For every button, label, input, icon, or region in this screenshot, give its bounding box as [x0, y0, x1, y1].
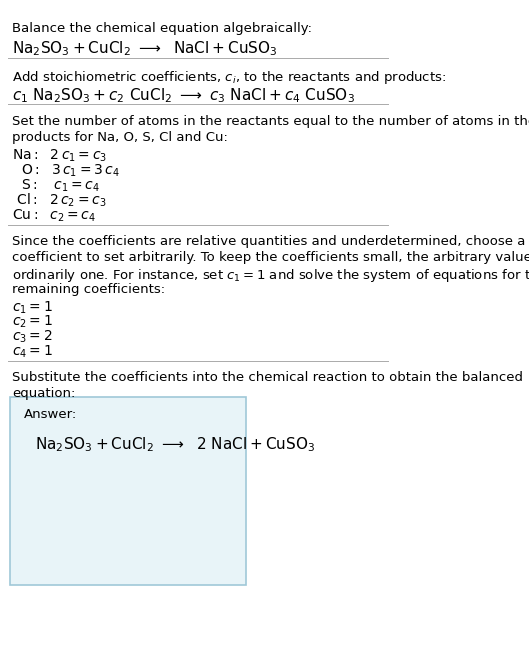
Text: $\mathrm{Cu{:}}\ \ c_2 = c_4$: $\mathrm{Cu{:}}\ \ c_2 = c_4$ [12, 207, 96, 224]
Text: Answer:: Answer: [23, 408, 77, 421]
Text: coefficient to set arbitrarily. To keep the coefficients small, the arbitrary va: coefficient to set arbitrarily. To keep … [12, 251, 529, 265]
Text: $c_4 = 1$: $c_4 = 1$ [12, 344, 53, 360]
Text: $c_1 = 1$: $c_1 = 1$ [12, 299, 53, 316]
Text: ordinarily one. For instance, set $c_1 = 1$ and solve the system of equations fo: ordinarily one. For instance, set $c_1 =… [12, 267, 529, 284]
Text: $\mathrm{Na_2SO_3 + CuCl_2 \ {\longrightarrow} \ \ 2\ NaCl + CuSO_3}$: $\mathrm{Na_2SO_3 + CuCl_2 \ {\longright… [35, 435, 315, 454]
Text: $\mathrm{Na{:}}\ \ 2\,c_1 = c_3$: $\mathrm{Na{:}}\ \ 2\,c_1 = c_3$ [12, 148, 107, 164]
Text: Set the number of atoms in the reactants equal to the number of atoms in the: Set the number of atoms in the reactants… [12, 115, 529, 128]
Text: equation:: equation: [12, 388, 75, 400]
FancyBboxPatch shape [10, 397, 246, 586]
Text: $\ \ \mathrm{S{:}}\ \ \ c_1 = c_4$: $\ \ \mathrm{S{:}}\ \ \ c_1 = c_4$ [12, 177, 100, 193]
Text: Substitute the coefficients into the chemical reaction to obtain the balanced: Substitute the coefficients into the che… [12, 371, 523, 384]
Text: $\ \mathrm{Cl{:}}\ \ 2\,c_2 = c_3$: $\ \mathrm{Cl{:}}\ \ 2\,c_2 = c_3$ [12, 192, 106, 210]
Text: Since the coefficients are relative quantities and underdetermined, choose a: Since the coefficients are relative quan… [12, 236, 525, 248]
Text: $\mathrm{Na_2SO_3 + CuCl_2 \ {\longrightarrow} \ \ NaCl + CuSO_3}$: $\mathrm{Na_2SO_3 + CuCl_2 \ {\longright… [12, 39, 278, 58]
Text: $c_1\ \mathrm{Na_2SO_3} + c_2\ \mathrm{CuCl_2 \ {\longrightarrow} \ }c_3\ \mathr: $c_1\ \mathrm{Na_2SO_3} + c_2\ \mathrm{C… [12, 87, 355, 105]
Text: $\ \ \mathrm{O{:}}\ \ 3\,c_1 = 3\,c_4$: $\ \ \mathrm{O{:}}\ \ 3\,c_1 = 3\,c_4$ [12, 162, 120, 179]
Text: remaining coefficients:: remaining coefficients: [12, 283, 165, 296]
Text: $c_2 = 1$: $c_2 = 1$ [12, 314, 53, 331]
Text: Add stoichiometric coefficients, $c_i$, to the reactants and products:: Add stoichiometric coefficients, $c_i$, … [12, 69, 446, 86]
Text: Balance the chemical equation algebraically:: Balance the chemical equation algebraica… [12, 22, 312, 35]
Text: products for Na, O, S, Cl and Cu:: products for Na, O, S, Cl and Cu: [12, 131, 228, 144]
Text: $c_3 = 2$: $c_3 = 2$ [12, 329, 52, 345]
